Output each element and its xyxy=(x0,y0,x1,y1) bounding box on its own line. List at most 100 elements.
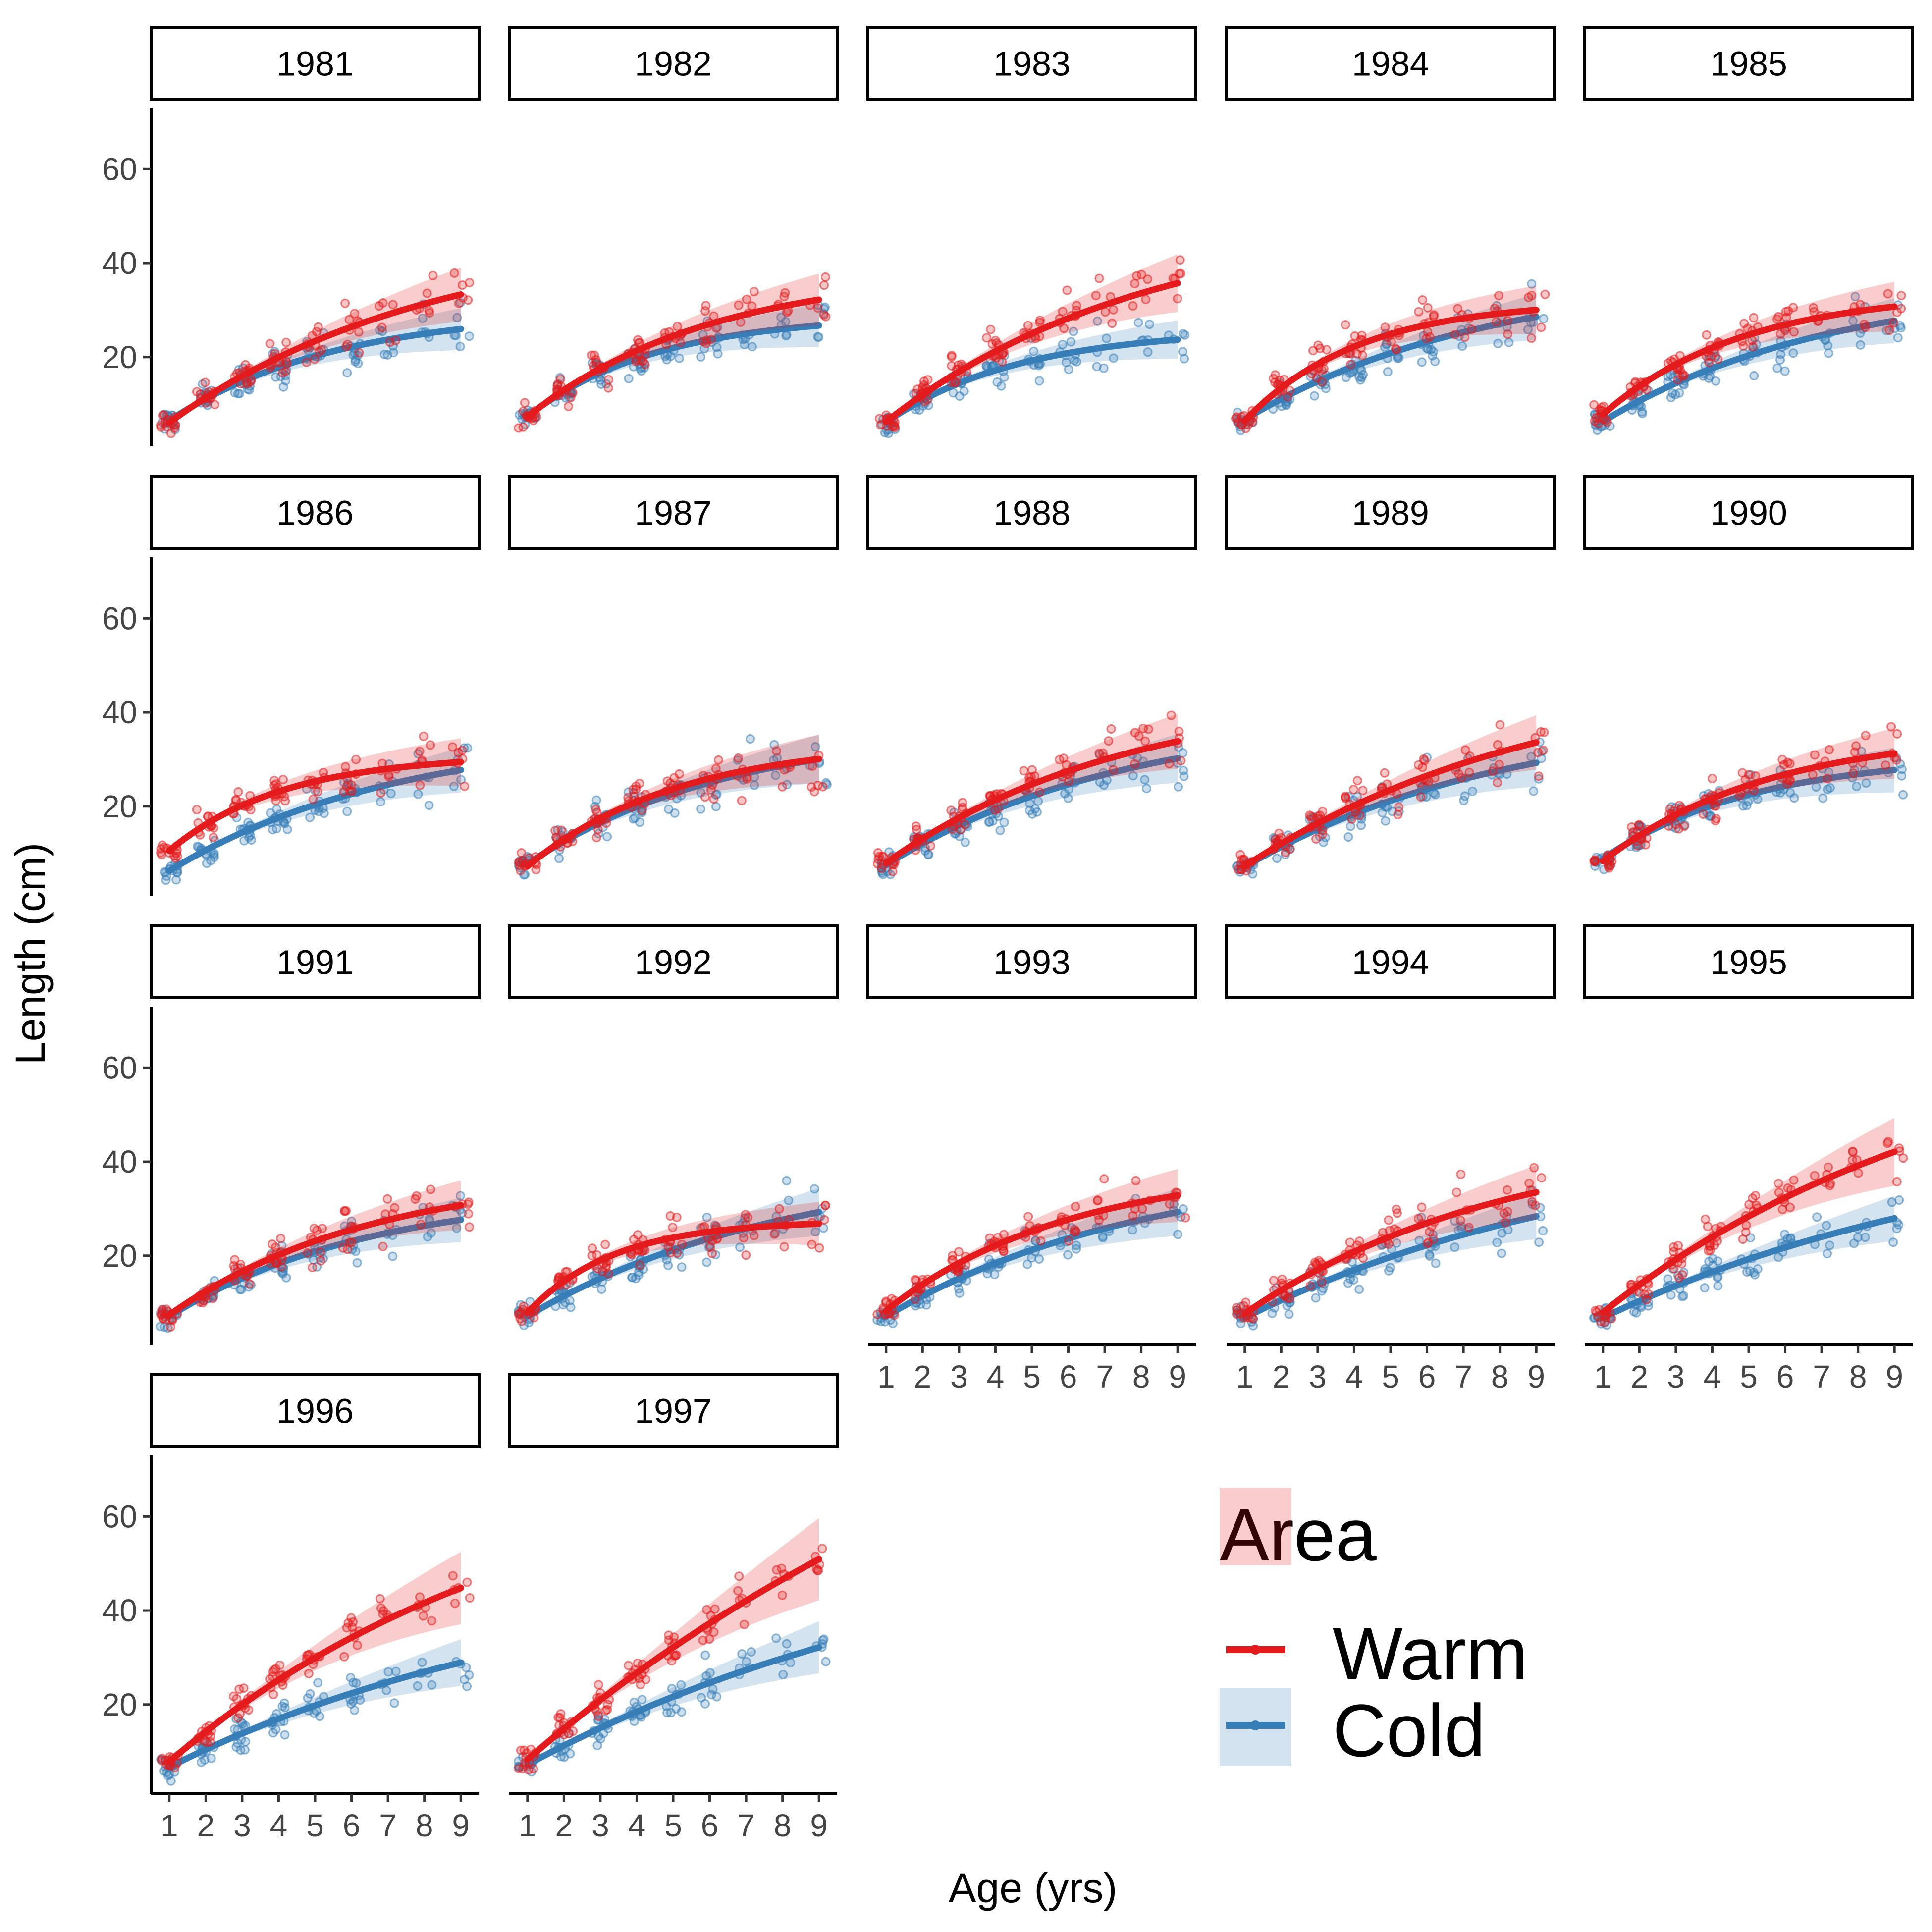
data-point xyxy=(346,780,356,790)
data-point xyxy=(1166,710,1176,720)
data-point xyxy=(1713,1281,1723,1291)
legend-label-cold: Cold xyxy=(1333,1689,1486,1772)
panel-strip-label: 1985 xyxy=(1710,45,1787,83)
data-point xyxy=(192,805,202,814)
y-tick-label: 60 xyxy=(102,1050,137,1085)
data-point xyxy=(1058,307,1068,317)
data-point xyxy=(448,1571,458,1581)
data-point xyxy=(809,787,819,797)
data-point xyxy=(1529,1163,1539,1173)
data-point xyxy=(1311,1293,1321,1303)
data-point xyxy=(1784,776,1794,786)
data-point xyxy=(308,1263,317,1273)
data-point xyxy=(1677,1291,1687,1301)
data-point xyxy=(1102,333,1111,343)
data-point xyxy=(1026,772,1036,782)
data-point xyxy=(1493,778,1502,788)
x-tick-label: 3 xyxy=(1667,1359,1685,1395)
data-point xyxy=(271,824,281,834)
data-point xyxy=(1453,304,1463,314)
panel-strip-label: 1981 xyxy=(276,45,354,83)
data-point xyxy=(771,1633,781,1643)
data-point xyxy=(280,367,290,376)
data-point xyxy=(1109,353,1119,363)
curve-cold xyxy=(883,336,1181,426)
data-point xyxy=(1305,810,1315,820)
data-point xyxy=(696,804,706,814)
data-point xyxy=(1642,385,1652,395)
data-point xyxy=(707,1248,717,1258)
x-tick-label: 1 xyxy=(1236,1359,1254,1395)
x-tick-label: 1 xyxy=(1594,1359,1612,1395)
data-point xyxy=(455,342,465,351)
data-point xyxy=(1380,768,1390,778)
data-point xyxy=(1850,292,1860,302)
panel-1991: 1991 20 40 60 xyxy=(102,924,481,1345)
data-point xyxy=(1848,1147,1858,1157)
data-point xyxy=(593,1680,603,1690)
data-point xyxy=(524,1765,534,1775)
x-tick-label: 9 xyxy=(452,1808,470,1843)
data-point xyxy=(1175,255,1185,265)
data-point xyxy=(308,795,318,804)
x-tick-label: 7 xyxy=(1096,1359,1114,1395)
data-point xyxy=(778,1670,788,1679)
data-point xyxy=(515,858,524,867)
data-point xyxy=(1104,736,1114,746)
data-point xyxy=(1700,1283,1710,1293)
data-point xyxy=(425,308,434,318)
data-point xyxy=(635,1260,645,1270)
data-point xyxy=(1589,400,1599,410)
data-point xyxy=(1130,759,1140,769)
data-point xyxy=(597,1284,606,1294)
y-tick-label: 40 xyxy=(102,695,137,730)
legend-key-warm-band xyxy=(1220,1488,1291,1565)
panel-1996: 1996 20 40 60 1 2 3 4 5 6 7 8 9 xyxy=(102,1373,481,1843)
x-tick-label: 6 xyxy=(343,1808,361,1843)
data-point xyxy=(1384,1215,1394,1225)
data-point xyxy=(591,795,601,805)
data-point xyxy=(1495,720,1505,730)
data-point xyxy=(1284,1309,1294,1319)
data-point xyxy=(514,423,524,433)
x-tick-label: 8 xyxy=(1849,1359,1867,1395)
data-point xyxy=(1604,863,1614,873)
data-point xyxy=(450,1598,460,1608)
data-point xyxy=(999,1230,1009,1239)
data-point xyxy=(1071,1202,1080,1211)
data-point xyxy=(271,779,281,789)
data-point xyxy=(386,789,396,798)
data-point xyxy=(674,769,684,779)
data-point xyxy=(1460,791,1470,801)
data-point xyxy=(1750,1270,1760,1280)
data-point xyxy=(1823,784,1832,794)
data-point xyxy=(1460,332,1470,342)
data-point xyxy=(1852,781,1862,791)
data-point xyxy=(1713,1256,1723,1266)
data-point xyxy=(955,391,965,401)
data-point xyxy=(1503,329,1513,339)
data-point xyxy=(772,746,781,756)
x-tick-label: 8 xyxy=(1491,1359,1509,1395)
data-point xyxy=(999,1246,1009,1256)
data-point xyxy=(879,852,888,862)
data-point xyxy=(742,294,751,304)
data-point xyxy=(1492,317,1501,326)
data-point xyxy=(1309,391,1319,401)
data-point xyxy=(664,1630,674,1640)
data-point xyxy=(700,792,710,802)
data-point xyxy=(1886,722,1896,732)
data-point xyxy=(1381,816,1391,826)
x-tick-label: 3 xyxy=(591,1808,609,1843)
data-point xyxy=(464,1209,473,1219)
data-point xyxy=(465,1593,475,1603)
data-point xyxy=(1143,347,1153,357)
data-point xyxy=(376,797,385,806)
data-point xyxy=(355,1695,365,1705)
panel-1988: 1988 xyxy=(866,475,1197,879)
x-tick-label: 6 xyxy=(1418,1359,1436,1395)
data-point xyxy=(734,1571,744,1581)
data-point xyxy=(1540,289,1550,299)
data-point xyxy=(342,806,352,816)
data-point xyxy=(777,1590,787,1600)
